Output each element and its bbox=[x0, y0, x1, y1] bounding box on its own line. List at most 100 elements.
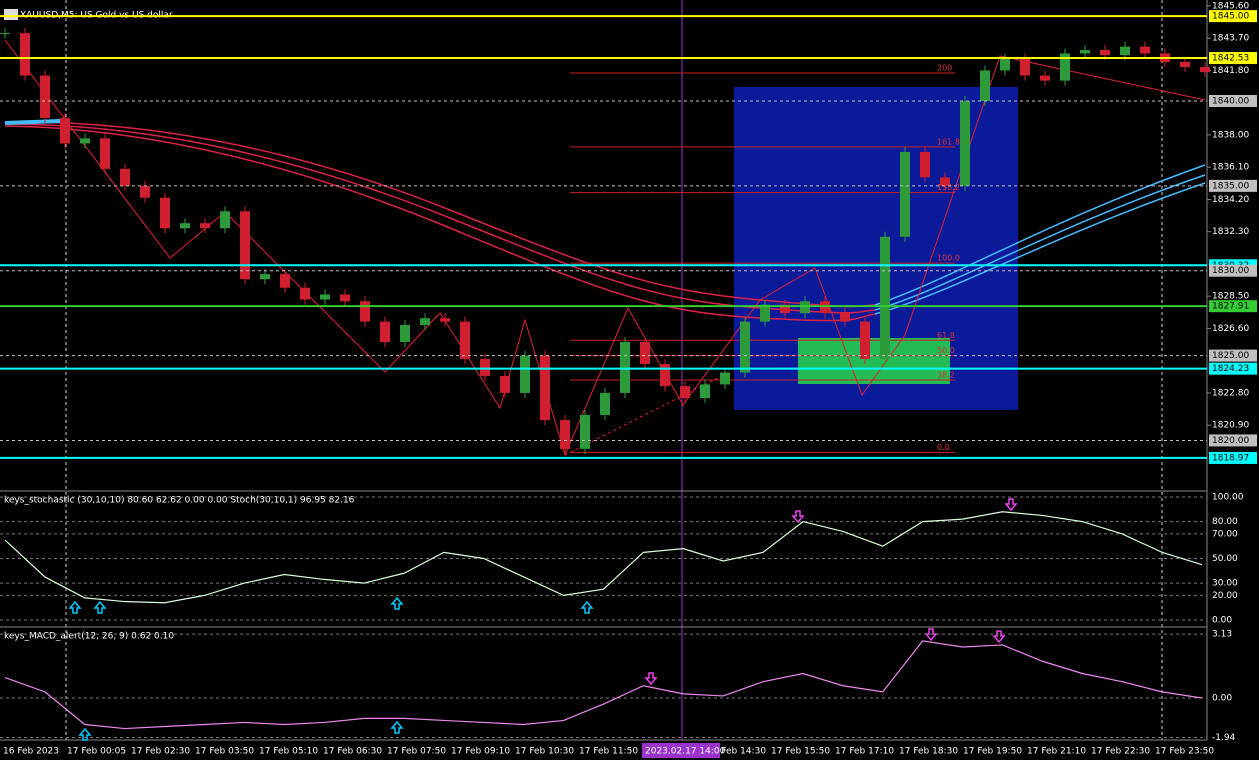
ma-line bbox=[874, 164, 1206, 306]
candle bbox=[120, 168, 130, 186]
candle bbox=[200, 223, 210, 229]
y-tick-label: 1826.60 bbox=[1212, 324, 1249, 334]
candle bbox=[500, 375, 510, 393]
level-label: 1825.00 bbox=[1212, 351, 1249, 361]
level-box bbox=[1209, 264, 1257, 277]
trend-line bbox=[564, 371, 731, 456]
x-tick-label: 17 Feb 03:50 bbox=[195, 747, 254, 757]
indicator-line bbox=[4, 640, 1203, 730]
x-tick-label: 16 Feb 2023 bbox=[3, 747, 59, 757]
level-label: 1824.23 bbox=[1212, 364, 1249, 374]
candle bbox=[1120, 46, 1130, 56]
candle bbox=[880, 236, 890, 359]
ma-line bbox=[4, 125, 876, 322]
fib-label: 0.0 bbox=[937, 443, 950, 452]
candle bbox=[1180, 61, 1190, 68]
y-tick-label: 30.00 bbox=[1212, 579, 1238, 589]
candle bbox=[80, 138, 90, 144]
time-highlight-label: 2023.02.17 14:00 bbox=[645, 747, 726, 757]
candle bbox=[1060, 53, 1070, 81]
candle bbox=[620, 341, 630, 393]
candle bbox=[600, 392, 610, 415]
level-box bbox=[1209, 52, 1257, 65]
y-tick-label: 1845.60 bbox=[1212, 1, 1249, 11]
level-label: 1818.97 bbox=[1212, 453, 1249, 463]
candle bbox=[800, 301, 810, 314]
level-box bbox=[1209, 179, 1257, 192]
fib-label: 38.2 bbox=[937, 371, 955, 380]
y-tick-label: 1836.10 bbox=[1212, 163, 1249, 173]
y-tick-label: 1838.00 bbox=[1212, 130, 1249, 140]
level-label: 1835.00 bbox=[1212, 181, 1249, 191]
fib-label: 61.8 bbox=[937, 331, 955, 340]
candle bbox=[360, 301, 370, 322]
ma-line bbox=[874, 182, 1206, 315]
y-tick-label: 50.00 bbox=[1212, 554, 1238, 564]
candle bbox=[780, 304, 790, 314]
candle bbox=[1140, 46, 1150, 54]
x-tick-label: 17 Feb 10:30 bbox=[515, 747, 574, 757]
y-tick-label: 80.00 bbox=[1212, 517, 1238, 527]
x-tick-label: 17 Feb 15:50 bbox=[771, 747, 830, 757]
fib-label: 200 bbox=[937, 63, 952, 72]
candle bbox=[820, 301, 830, 314]
x-tick-label: 17 Feb 06:30 bbox=[323, 747, 382, 757]
level-box bbox=[1209, 349, 1257, 362]
candle bbox=[1020, 58, 1030, 76]
candle bbox=[380, 321, 390, 342]
y-tick-label: 0.00 bbox=[1212, 693, 1232, 703]
candle bbox=[240, 211, 250, 280]
fib-label: 50.0 bbox=[937, 346, 955, 355]
level-label: 1830.00 bbox=[1212, 266, 1249, 276]
y-tick-label: 0.00 bbox=[1212, 615, 1232, 625]
candle bbox=[180, 223, 190, 229]
y-tick-label: 70.00 bbox=[1212, 529, 1238, 539]
level-box bbox=[1209, 300, 1257, 313]
candle bbox=[420, 318, 430, 326]
candle bbox=[440, 318, 450, 322]
arrow bbox=[1004, 498, 1018, 512]
icon bbox=[4, 9, 18, 20]
candle bbox=[1080, 50, 1090, 54]
y-tick-label: 100.00 bbox=[1212, 493, 1244, 503]
arrow bbox=[580, 600, 594, 614]
indicator-line bbox=[4, 511, 1203, 604]
candle bbox=[320, 294, 330, 300]
candle bbox=[1000, 58, 1010, 71]
zone-box bbox=[798, 338, 950, 384]
arrow bbox=[390, 596, 404, 610]
y-tick-label: 1820.90 bbox=[1212, 421, 1249, 431]
y-tick-label: 1828.50 bbox=[1212, 292, 1249, 302]
y-tick-label: 20.00 bbox=[1212, 591, 1238, 601]
candle bbox=[640, 341, 650, 365]
candle bbox=[560, 420, 570, 449]
y-tick-label: 1822.80 bbox=[1212, 388, 1249, 398]
candle bbox=[520, 355, 530, 393]
candle bbox=[680, 386, 690, 399]
candle bbox=[160, 197, 170, 229]
arrow bbox=[68, 600, 82, 614]
x-tick-label: 17 Feb 02:30 bbox=[131, 747, 190, 757]
x-tick-label: 17 Feb 21:10 bbox=[1027, 747, 1086, 757]
candle bbox=[40, 75, 50, 118]
candle bbox=[720, 372, 730, 385]
level-box bbox=[1209, 10, 1257, 23]
candle bbox=[940, 177, 950, 186]
candle bbox=[260, 274, 270, 280]
arrow bbox=[992, 630, 1006, 644]
fib-label: 138.2 bbox=[937, 183, 960, 192]
candle bbox=[220, 211, 230, 229]
macd-header: keys_MACD_alert(12, 26, 9) 0.62 0.10 bbox=[4, 632, 174, 642]
y-tick-label: 1843.70 bbox=[1212, 34, 1249, 44]
y-tick-label: -1.94 bbox=[1212, 733, 1236, 743]
level-label: 1840.00 bbox=[1212, 96, 1249, 106]
candle bbox=[840, 313, 850, 322]
candle bbox=[540, 355, 550, 421]
candle bbox=[460, 321, 470, 359]
candle bbox=[60, 117, 70, 144]
candle bbox=[480, 358, 490, 376]
candle bbox=[960, 100, 970, 186]
candle bbox=[1040, 75, 1050, 81]
candle bbox=[0, 33, 10, 35]
